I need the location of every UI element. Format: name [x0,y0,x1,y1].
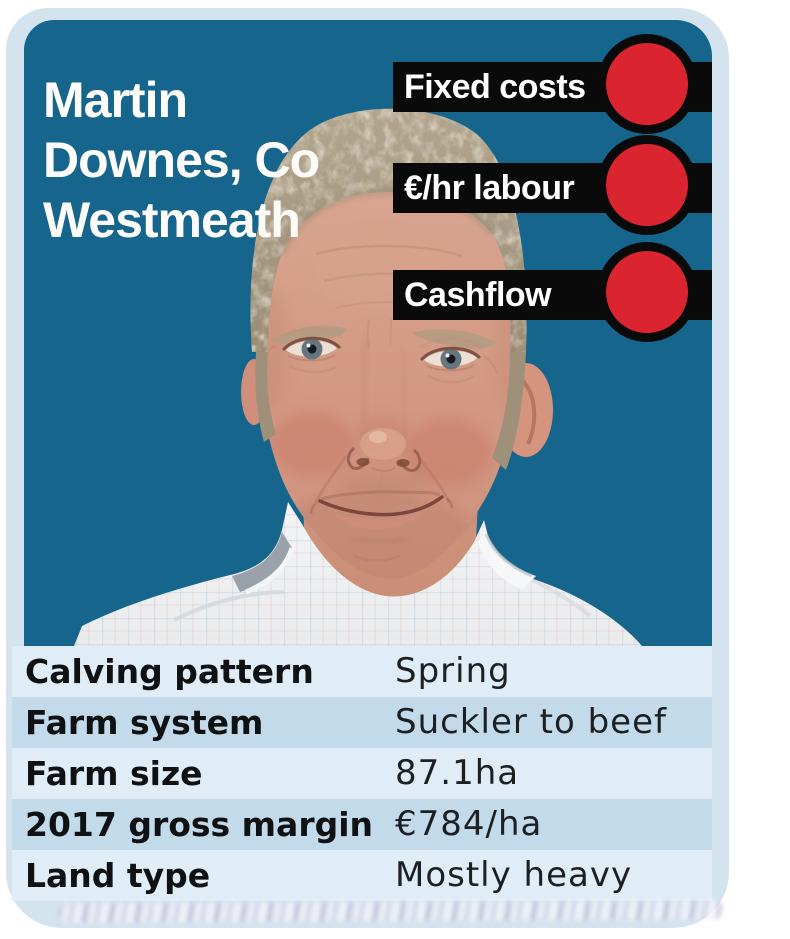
table-row: Land type Mostly heavy [12,850,712,901]
farmer-name-line: Downes, Co [43,132,320,188]
row-value: Mostly heavy [395,855,633,895]
table-row: Farm system Suckler to beef [12,697,712,748]
row-value: Spring [395,651,511,691]
row-label: Land type [25,856,211,895]
farmer-name-line: Westmeath [43,192,301,248]
table-row: Farm size 87.1ha [12,748,712,799]
table-row: 2017 gross margin €784/ha [12,799,712,850]
header-panel: Martin Downes, Co Westmeath Fixed costs €/… [24,20,712,646]
row-label: Farm system [25,703,264,742]
farm-facts-table: Calving pattern Spring Farm system Suckl… [12,646,712,901]
row-label: 2017 gross margin [25,805,374,844]
row-value: €784/ha [395,804,543,844]
farmer-name: Martin Downes, Co Westmeath [43,70,383,250]
row-label: Calving pattern [25,652,314,691]
profile-card: Martin Downes, Co Westmeath Fixed costs €/… [6,8,729,928]
paper-texture [57,900,725,923]
row-value: Suckler to beef [395,702,667,742]
farmer-name-line: Martin [43,72,188,128]
row-value: 87.1ha [395,753,520,793]
farmer-portrait-photo [74,108,642,646]
row-label: Farm size [25,754,203,793]
table-row: Calving pattern Spring [12,646,712,697]
